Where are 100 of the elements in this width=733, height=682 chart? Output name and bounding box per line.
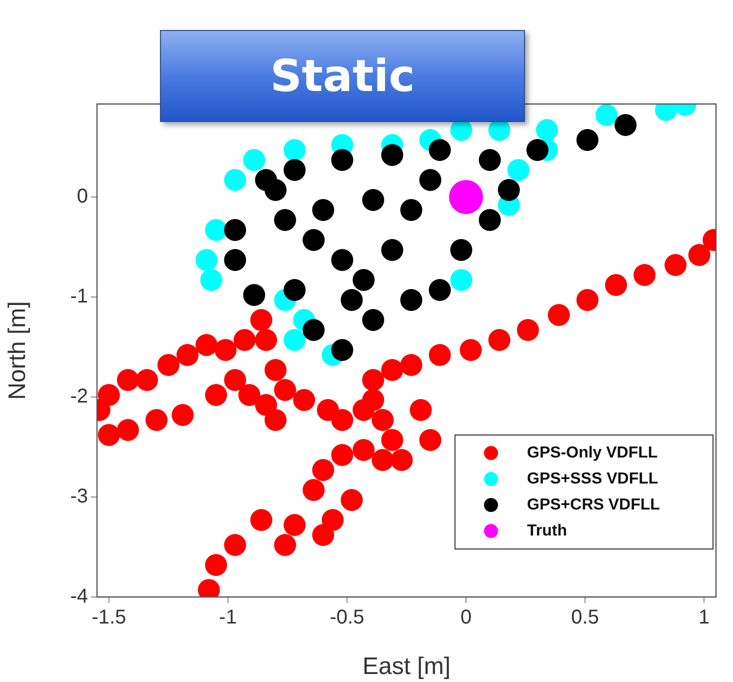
point	[116, 369, 139, 391]
point	[224, 369, 246, 391]
point	[381, 359, 404, 381]
point	[284, 279, 306, 301]
point	[390, 449, 413, 471]
point	[205, 554, 228, 576]
point	[250, 509, 272, 531]
point	[205, 384, 228, 406]
point	[400, 199, 422, 221]
point	[172, 404, 194, 426]
point	[302, 229, 325, 251]
point	[400, 289, 422, 311]
x-tick-label: -1	[219, 606, 237, 629]
point	[419, 429, 442, 451]
y-tick-label: -4	[70, 586, 88, 608]
point	[400, 354, 422, 376]
point	[372, 409, 394, 431]
y-tick-label: -3	[70, 486, 88, 508]
point	[449, 180, 484, 214]
point	[284, 159, 306, 181]
point	[331, 339, 354, 361]
point	[362, 389, 384, 411]
y-tick-label: -2	[70, 386, 88, 408]
point	[302, 319, 325, 341]
point	[576, 129, 598, 151]
point	[250, 309, 272, 331]
point	[634, 264, 656, 286]
point	[316, 399, 339, 421]
point	[362, 309, 384, 331]
point	[214, 339, 237, 361]
point	[312, 199, 334, 221]
point	[340, 489, 363, 511]
point	[595, 104, 618, 126]
point	[507, 159, 530, 181]
point	[238, 384, 260, 406]
point	[224, 169, 246, 191]
point	[264, 359, 287, 381]
point	[274, 379, 296, 401]
point	[576, 289, 598, 311]
point	[688, 244, 710, 266]
legend-label: GPS-Only VDFLL	[527, 444, 658, 462]
point	[450, 269, 472, 291]
point	[381, 239, 404, 261]
point	[116, 419, 139, 441]
point	[284, 139, 306, 161]
point	[381, 429, 404, 451]
point	[362, 369, 384, 391]
point	[98, 424, 120, 446]
point	[450, 239, 472, 261]
point	[200, 269, 222, 291]
y-axis-title: North [m]	[4, 301, 32, 400]
point	[498, 179, 520, 201]
point	[331, 149, 354, 171]
point	[264, 179, 287, 201]
point	[196, 334, 218, 356]
point	[372, 449, 394, 471]
point	[234, 329, 256, 351]
point	[460, 339, 482, 361]
point	[224, 219, 246, 241]
point	[284, 329, 306, 351]
x-tick-label: -0.5	[330, 606, 364, 629]
point	[478, 149, 501, 171]
point	[548, 304, 570, 326]
legend-label: Truth	[527, 522, 567, 540]
point	[284, 514, 306, 536]
x-tick-label: 0.5	[571, 606, 599, 629]
point	[488, 329, 510, 351]
point	[274, 534, 296, 556]
point	[136, 369, 158, 391]
point	[605, 274, 628, 296]
point	[157, 354, 180, 376]
point	[243, 284, 266, 306]
x-tick-label: 1	[698, 606, 710, 629]
legend-label: GPS+SSS VDFLL	[527, 470, 658, 488]
point	[428, 344, 451, 366]
point	[312, 459, 334, 481]
point	[331, 444, 354, 466]
x-axis-title: East [m]	[362, 653, 451, 680]
point	[352, 439, 375, 461]
point	[255, 329, 278, 351]
legend-label: GPS+CRS VDFLL	[527, 496, 660, 514]
point	[224, 249, 246, 271]
point	[176, 344, 198, 366]
point	[264, 409, 287, 431]
point	[224, 534, 246, 556]
point	[274, 209, 296, 231]
point	[352, 269, 375, 291]
point	[516, 319, 539, 341]
point	[302, 479, 325, 501]
point	[428, 139, 451, 161]
point	[293, 389, 316, 411]
point	[146, 409, 168, 431]
point	[205, 219, 228, 241]
point	[478, 209, 501, 231]
point	[526, 139, 548, 161]
point	[536, 119, 558, 141]
x-tick-label: -1.5	[92, 606, 126, 629]
point	[243, 149, 266, 171]
point	[410, 399, 432, 421]
point	[428, 279, 451, 301]
